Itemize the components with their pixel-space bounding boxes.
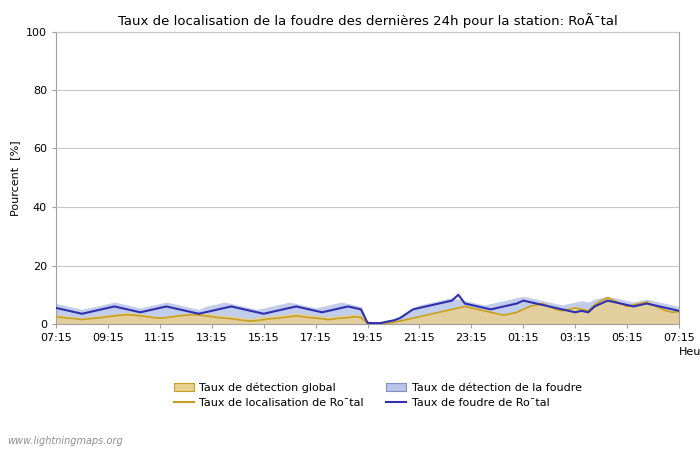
Text: www.lightningmaps.org: www.lightningmaps.org [7,436,122,446]
Title: Taux de localisation de la foudre des dernières 24h pour la station: RoÃ¯tal: Taux de localisation de la foudre des de… [118,13,617,27]
Text: Heure: Heure [679,347,700,357]
Legend: Taux de détection global, Taux de localisation de Ro¯tal, Taux de détection de l: Taux de détection global, Taux de locali… [174,382,582,408]
Y-axis label: Pourcent  [%]: Pourcent [%] [10,140,20,216]
